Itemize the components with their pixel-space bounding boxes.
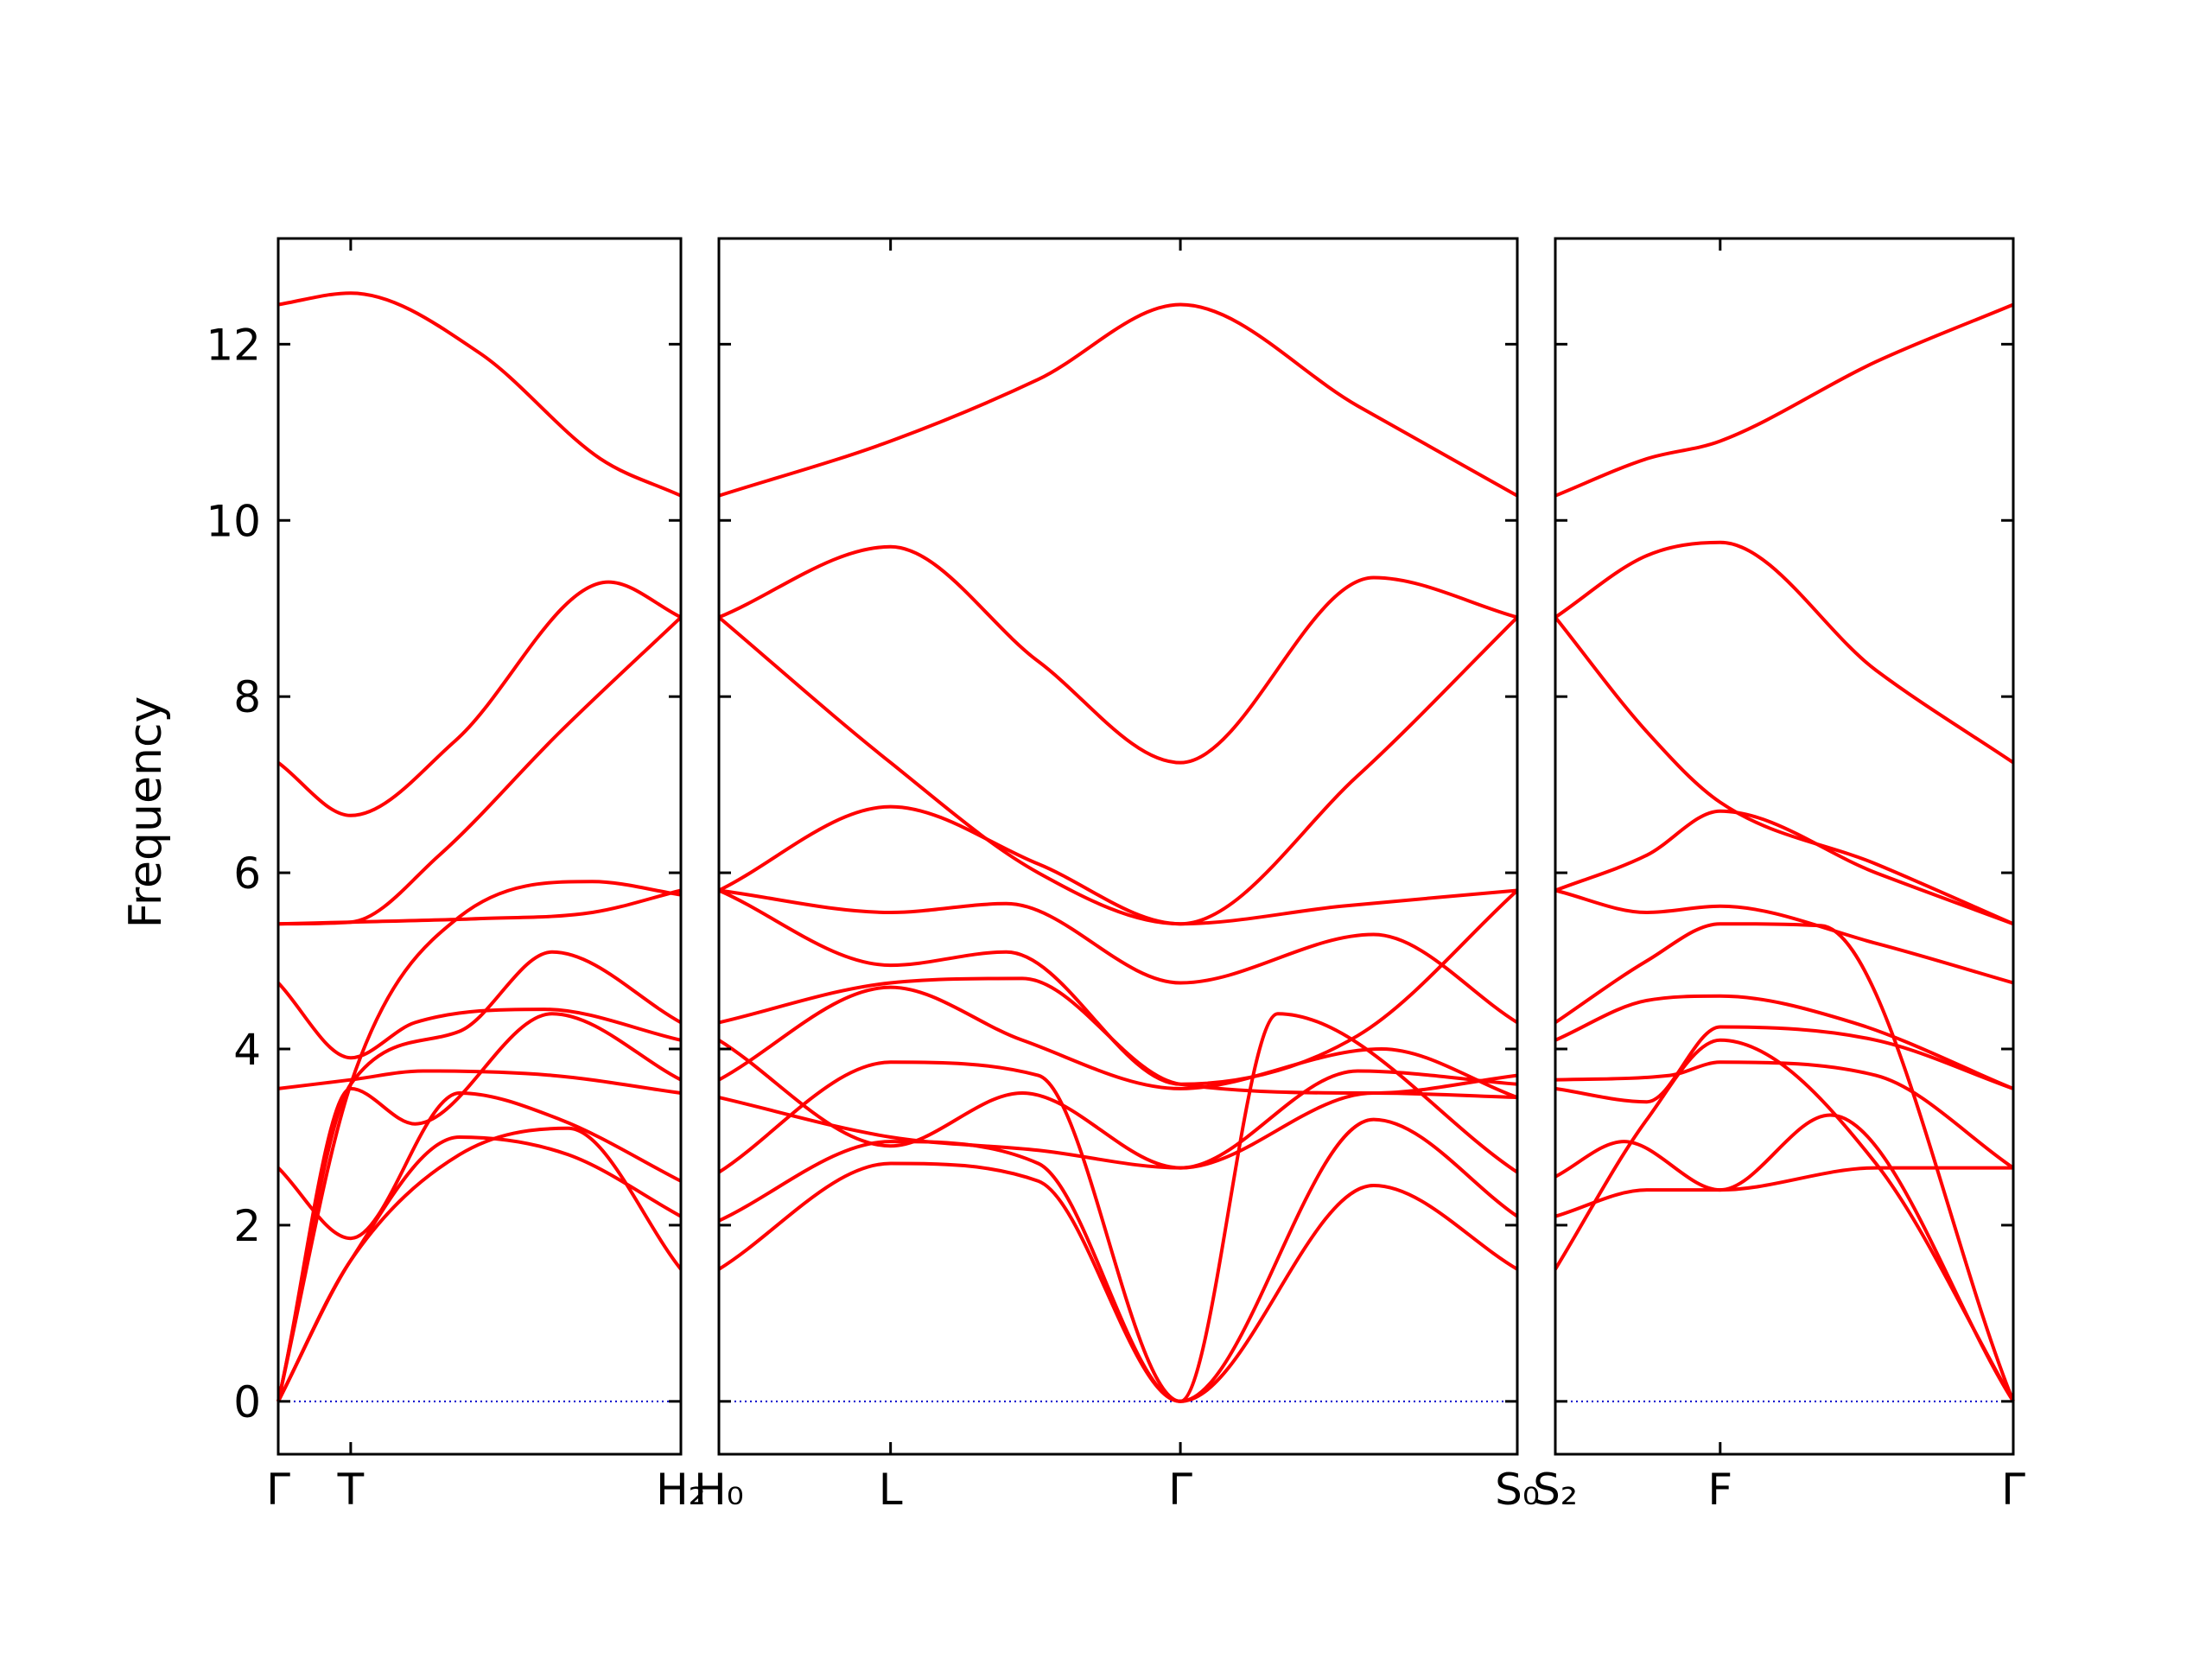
x-tick-label: S₀: [1495, 1465, 1540, 1515]
x-tick-label: Γ: [266, 1465, 290, 1515]
band-line: [718, 302, 1518, 498]
band-line: [276, 982, 682, 1060]
band-line: [718, 544, 1518, 765]
y-tick-label: 6: [233, 849, 261, 899]
panel-frame: [276, 237, 683, 1456]
band-line: [718, 888, 1519, 1086]
band-line: [276, 1012, 682, 1402]
y-tick-label: 10: [206, 496, 261, 546]
band-line: [1554, 994, 2014, 1090]
band-line: [717, 615, 1519, 926]
band-line: [1554, 540, 2015, 765]
band-line: [1554, 888, 2014, 985]
x-tick-label: H₂: [656, 1465, 706, 1515]
band-line: [1554, 1140, 2013, 1192]
x-tick-label: Γ: [2001, 1465, 2025, 1515]
y-tick-label: 0: [233, 1377, 261, 1427]
band-line: [277, 291, 682, 498]
band-line: [718, 1069, 1518, 1170]
x-tick-label: L: [879, 1465, 903, 1515]
x-tick-label: T: [337, 1465, 365, 1515]
x-tick-label: H₀: [694, 1465, 744, 1515]
panel-frame: [1554, 237, 2015, 1456]
band-line: [718, 985, 1518, 1099]
band-line: [276, 880, 682, 1402]
y-tick-label: 12: [206, 320, 261, 370]
y-axis-label: Frequency: [120, 696, 172, 929]
y-tick-label: 4: [233, 1025, 261, 1075]
x-tick-label: Γ: [1168, 1465, 1192, 1515]
band-line: [1554, 1060, 2015, 1170]
band-line: [1554, 302, 2014, 498]
x-tick-label: S₂: [1533, 1465, 1578, 1515]
band-line: [718, 888, 1519, 1025]
band-line: [1554, 922, 2015, 1402]
band-line: [1554, 809, 2014, 926]
x-tick-label: F: [1707, 1465, 1732, 1515]
band-line: [1554, 1025, 2014, 1104]
y-tick-label: 8: [233, 672, 261, 722]
panel-frame: [717, 237, 1519, 1456]
band-line: [277, 1069, 682, 1095]
band-line: [717, 1012, 1519, 1403]
band-line: [276, 950, 682, 1402]
y-tick-label: 2: [233, 1201, 261, 1251]
band-line: [1554, 616, 2014, 926]
band-line: [718, 804, 1518, 926]
band-line: [276, 1135, 682, 1402]
band-line: [1554, 1113, 2015, 1402]
y-axis: 0 2 4 6 8 10 12: [206, 320, 261, 1427]
panel-2: H₀ L Γ S₀: [694, 237, 1540, 1515]
band-line: [718, 1117, 1519, 1403]
band-line: [276, 580, 682, 817]
panel-3: S₂ F Γ: [1533, 237, 2025, 1515]
panel-1: Γ T H₂: [266, 237, 706, 1515]
band-line: [1554, 1038, 2015, 1402]
band-line: [276, 1091, 682, 1241]
band-line: [277, 615, 683, 926]
